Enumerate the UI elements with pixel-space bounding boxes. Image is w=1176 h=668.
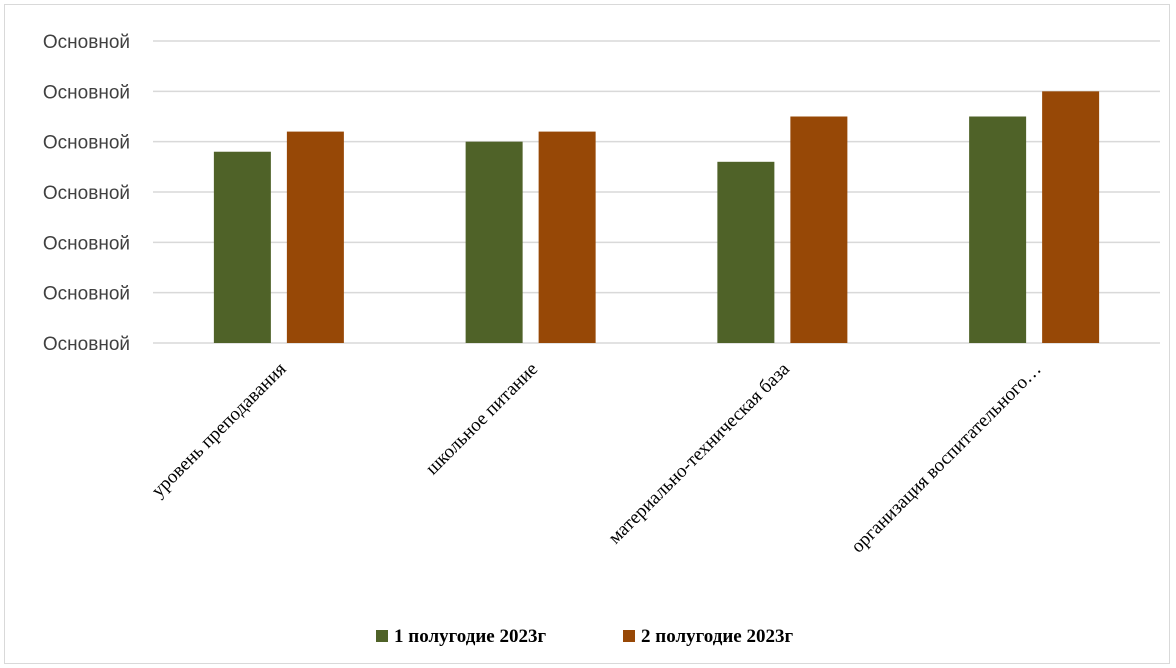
bar-1-1 — [213, 151, 271, 343]
y-tick-label: Основной — [43, 233, 130, 254]
bar-2-3 — [790, 116, 848, 343]
y-tick-label: Основной — [43, 32, 130, 53]
legend-swatch-2 — [623, 630, 635, 642]
bar-2-4 — [1042, 91, 1100, 343]
y-axis-tick-labels: Основной Основной Основной Основной Основной… — [43, 32, 130, 355]
x-tick-label: материально-техническая база — [604, 358, 794, 548]
x-tick-label: школьное питание — [422, 359, 543, 480]
y-tick-label: Основной — [43, 284, 130, 305]
x-axis-tick-labels: уровень преподавания школьное питание мате… — [148, 358, 1046, 557]
y-tick-label: Основной — [43, 183, 130, 204]
legend-label-1: 1 полугодие 2023г — [394, 626, 546, 647]
x-tick-label: уровень преподавания — [148, 359, 291, 502]
y-tick-label: Основной — [43, 82, 130, 103]
bar-2-1 — [286, 131, 344, 343]
x-tick-label: организация воспитательного… — [847, 359, 1046, 558]
y-tick-label: Основной — [43, 133, 130, 154]
bar-1-3 — [717, 161, 775, 343]
legend-swatch-1 — [376, 630, 388, 642]
bars — [213, 91, 1100, 343]
y-tick-label: Основной — [43, 334, 130, 355]
bar-2-2 — [538, 131, 596, 343]
bar-1-4 — [969, 116, 1027, 343]
legend-label-2: 2 полугодие 2023г — [641, 626, 793, 647]
legend: 1 полугодие 2023г 2 полугодие 2023г — [376, 626, 793, 647]
bar-1-2 — [465, 141, 523, 343]
